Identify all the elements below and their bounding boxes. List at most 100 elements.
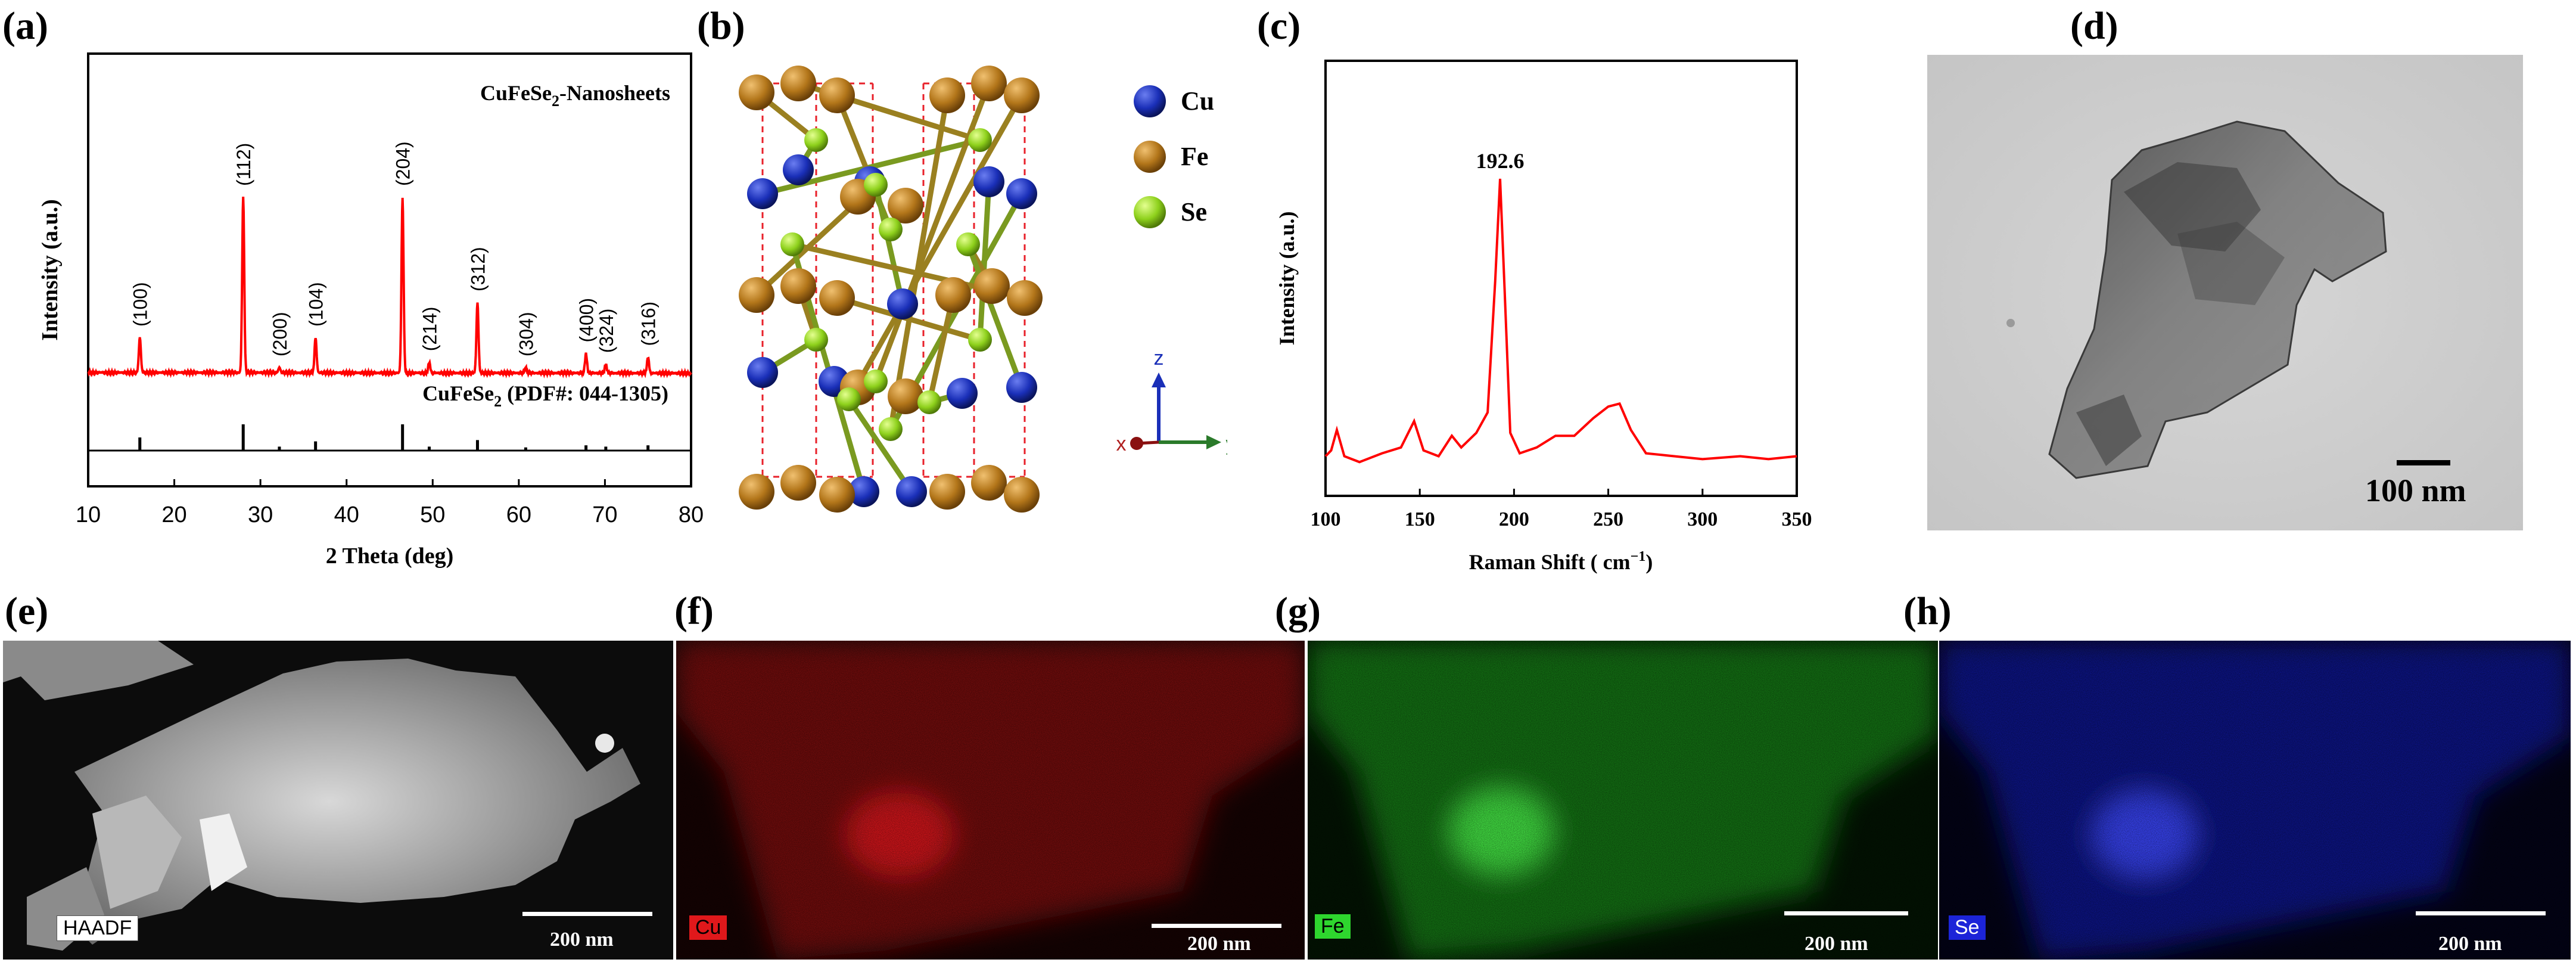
fe-atom	[819, 77, 855, 113]
fe-atom	[780, 268, 816, 304]
xrd-x-tick-label: 30	[248, 502, 273, 527]
fe-atom	[1004, 477, 1040, 513]
fe-atom	[819, 280, 855, 316]
raman-x-tick-label: 100	[1311, 508, 1341, 530]
xrd-chart: CuFeSe2-Nanosheets CuFeSe2 (PDF#: 044-13…	[38, 52, 704, 569]
raman-chart: 100 150 200 250 300 350 192.6 Raman Shift ( c…	[1275, 60, 1812, 574]
xrd-peak-label: (214)	[419, 307, 441, 352]
tem-scale-text: 100 nm	[2365, 473, 2466, 508]
fe-tag: Fe	[1315, 914, 1351, 939]
haadf-particle	[3, 641, 640, 951]
cu-atom	[1006, 178, 1037, 209]
se-tag: Se	[1949, 915, 1986, 940]
orientation-axes: z x y	[1116, 347, 1228, 455]
y-axis-label: y	[1226, 433, 1228, 455]
xrd-peak-label: (400)	[576, 298, 598, 343]
cu-atom	[947, 378, 978, 409]
se-atom	[804, 128, 828, 152]
fe-scale-bar	[1784, 911, 1908, 915]
z-axis-label: z	[1154, 347, 1164, 370]
xrd-peak-label: (104)	[306, 282, 327, 327]
raman-frame	[1324, 60, 1798, 497]
se-scale-bar	[2416, 911, 2546, 915]
xrd-frame	[87, 52, 692, 488]
fe-atom	[1004, 77, 1040, 113]
fe-atom	[780, 66, 816, 101]
se-map: Se 200 nm	[1939, 641, 2571, 960]
haadf-image: HAADF 200 nm	[3, 641, 673, 960]
se-atom	[968, 328, 992, 352]
panel-label-g: (g)	[1275, 589, 1321, 633]
se-map-signal	[1939, 641, 2571, 960]
cu-atom	[896, 476, 927, 507]
legend-se-label: Se	[1181, 197, 1207, 226]
cu-map: Cu 200 nm	[676, 641, 1305, 960]
fe-atom	[971, 66, 1007, 101]
xrd-peak-label: (200)	[269, 312, 291, 356]
se-atom	[917, 390, 941, 414]
legend-cu-label: Cu	[1181, 86, 1214, 116]
fe-atom	[1007, 280, 1043, 316]
xrd-peak-label: (316)	[638, 302, 659, 346]
raman-series-line	[1324, 178, 1797, 464]
cu-tag: Cu	[689, 915, 727, 940]
x-axis-label: x	[1116, 433, 1127, 455]
fe-atom	[739, 474, 774, 510]
fe-atom	[819, 477, 855, 513]
panel-label-f: (f)	[674, 589, 714, 633]
xrd-x-tick-label: 20	[161, 502, 186, 527]
fe-atom	[888, 378, 923, 414]
raman-x-tick-label: 300	[1687, 508, 1718, 530]
fe-map-signal	[1308, 641, 1938, 960]
fe-atom	[739, 74, 774, 110]
se-atom	[879, 218, 903, 241]
xrd-peak-label: (304)	[515, 312, 537, 356]
xrd-x-tick-label: 80	[679, 502, 704, 527]
raman-xlabel: Raman Shift ( cm−1)	[1469, 549, 1653, 574]
tem-nanosheet	[1927, 55, 2523, 530]
se-atom	[956, 232, 980, 256]
haadf-scale-bar	[522, 912, 652, 916]
xrd-peak-label: (100)	[130, 282, 151, 327]
fe-map: Fe 200 nm	[1308, 641, 1938, 960]
se-atom	[837, 387, 861, 411]
cu-atom	[1006, 372, 1037, 403]
xrd-x-tick-label: 70	[592, 502, 617, 527]
raman-ylabel: Intensity (a.u.)	[1275, 211, 1299, 345]
haadf-tag: HAADF	[57, 915, 139, 941]
raman-peak-annotation: 192.6	[1476, 149, 1525, 173]
fe-atom	[935, 277, 971, 313]
haadf-scale-text: 200 nm	[550, 929, 614, 951]
se-atom	[780, 232, 804, 256]
se-scale-text: 200 nm	[2438, 933, 2502, 955]
fe-scale-text: 200 nm	[1805, 933, 1868, 955]
xrd-peak-label: (204)	[393, 141, 414, 186]
legend-fe-sphere	[1134, 141, 1166, 173]
panel-label-c: (c)	[1257, 4, 1301, 48]
panel-label-b: (b)	[697, 4, 745, 48]
panel-label-a: (a)	[2, 4, 48, 48]
fe-atom	[971, 465, 1007, 501]
crystal-structure: Cu Fe Se z x y	[739, 66, 1228, 513]
legend-fe-label: Fe	[1181, 142, 1208, 171]
xrd-x-tick-label: 50	[420, 502, 445, 527]
se-atom	[864, 370, 888, 393]
se-atom	[968, 128, 992, 152]
raman-x-tick-label: 250	[1593, 508, 1623, 530]
xrd-peak-label: (312)	[468, 247, 489, 291]
xrd-reference-name: CuFeSe2 (PDF#: 044-1305)	[422, 381, 668, 410]
fe-atom	[929, 474, 965, 510]
tem-image: 100 nm	[1927, 55, 2523, 530]
fe-atom	[974, 268, 1010, 304]
xrd-title: CuFeSe2-Nanosheets	[480, 81, 670, 110]
xrd-x-tick-label: 60	[506, 502, 531, 527]
legend-se-sphere	[1134, 196, 1166, 228]
xrd-series-line	[87, 196, 692, 379]
xrd-peak-label: (112)	[233, 143, 254, 186]
xrd-peak-label: (324)	[596, 309, 617, 353]
raman-x-tick-label: 150	[1405, 508, 1435, 530]
xrd-xlabel: 2 Theta (deg)	[326, 544, 454, 569]
cu-atom	[783, 154, 814, 185]
cu-scale-text: 200 nm	[1187, 933, 1251, 955]
cu-map-signal	[676, 641, 1305, 960]
